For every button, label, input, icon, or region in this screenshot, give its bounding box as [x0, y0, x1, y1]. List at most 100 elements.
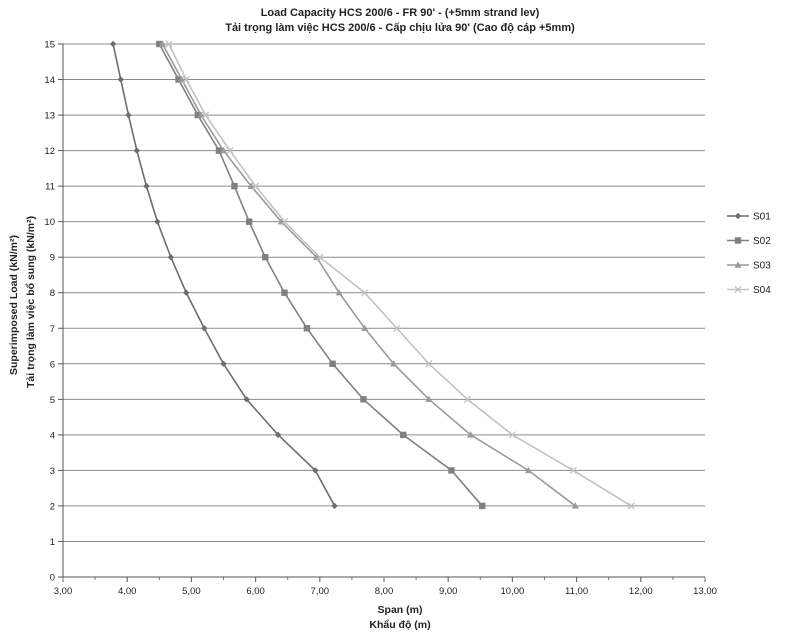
data-point-s03 — [524, 466, 532, 474]
data-point-s03 — [571, 502, 579, 509]
y-tick-label: 5 — [50, 395, 55, 406]
series-line-s01 — [112, 43, 336, 507]
y-tick-label: 8 — [50, 288, 55, 299]
data-point-s01 — [243, 396, 250, 403]
y-tick-label: 7 — [50, 324, 55, 335]
data-point-s04 — [361, 289, 369, 297]
data-point-s01 — [133, 147, 141, 154]
x-axis-label-vi: Khẩu độ (m) — [369, 619, 431, 631]
chart-subtitle: Tải trọng làm việc HCS 200/6 - Cấp chịu … — [225, 22, 575, 34]
marker-stroke — [226, 146, 234, 155]
data-point-s03 — [220, 146, 227, 154]
data-point-s01 — [274, 431, 282, 439]
data-point-s02 — [231, 182, 238, 190]
data-point-s03 — [178, 75, 186, 83]
x-tick-label: 4,00 — [118, 586, 137, 597]
marker-stroke — [251, 182, 260, 190]
data-point-s01 — [167, 254, 175, 261]
y-tick-label: 6 — [50, 359, 55, 370]
data-point-s03 — [247, 182, 255, 189]
data-point-s04 — [316, 253, 324, 261]
data-point-s02 — [400, 431, 407, 439]
marker-stroke — [508, 431, 517, 439]
data-point-s03 — [197, 111, 205, 118]
legend-marker-s02 — [734, 237, 742, 244]
marker-stroke — [165, 40, 173, 48]
x-tick-label: 13,00 — [693, 586, 717, 597]
data-point-s04 — [182, 75, 190, 84]
data-point-s01 — [312, 467, 319, 474]
series-line-s04 — [168, 43, 632, 507]
chart-title: Load Capacity HCS 200/6 - FR 90' - (+5mm… — [260, 7, 540, 19]
x-tick-label: 6,00 — [246, 586, 265, 597]
data-point-s01 — [154, 218, 161, 225]
data-point-s02 — [329, 360, 336, 367]
legend-marker-s01 — [734, 212, 742, 220]
series-line-s02 — [158, 43, 483, 507]
x-tick-label: 5,00 — [182, 586, 201, 597]
data-point-s02 — [303, 325, 311, 332]
data-point-s02 — [245, 218, 253, 225]
legend-label-s02: S02 — [753, 236, 771, 247]
data-point-s02 — [262, 254, 269, 261]
legend-label-s04: S04 — [753, 285, 771, 296]
data-point-s01 — [201, 325, 208, 332]
marker-stroke — [280, 218, 289, 226]
y-tick-label: 10 — [44, 217, 55, 228]
y-axis-label: Superimposed Load (kN/m²) — [8, 234, 20, 375]
data-point-s04 — [280, 218, 289, 226]
y-tick-label: 14 — [44, 75, 55, 86]
marker-stroke — [361, 289, 369, 297]
x-tick-label: 3,00 — [54, 586, 73, 597]
x-tick-label: 9,00 — [439, 586, 458, 597]
data-point-s03 — [467, 431, 475, 438]
marker-stroke — [182, 75, 190, 84]
series-line-s03 — [161, 43, 576, 507]
x-tick-label: 10,00 — [501, 586, 525, 597]
data-point-s01 — [117, 76, 124, 83]
data-point-s02 — [479, 502, 486, 510]
data-point-s04 — [627, 502, 635, 510]
data-point-s01 — [220, 360, 227, 367]
legend-label-s03: S03 — [753, 261, 771, 272]
data-point-s02 — [215, 147, 223, 154]
y-axis-label-vi: Tải trọng làm việc bổ sung (kN/m²) — [25, 215, 37, 388]
marker-stroke — [425, 360, 433, 368]
data-point-s04 — [393, 324, 401, 332]
data-point-s03 — [361, 324, 369, 331]
data-point-s04 — [569, 466, 578, 475]
marker-stroke — [201, 111, 210, 119]
y-tick-label: 2 — [50, 501, 55, 512]
data-point-s02 — [448, 467, 455, 474]
y-tick-label: 15 — [44, 40, 55, 51]
data-point-s04 — [463, 395, 472, 403]
data-point-s04 — [251, 182, 260, 190]
data-point-s03 — [425, 395, 433, 403]
marker-stroke — [463, 395, 472, 403]
x-tick-label: 8,00 — [375, 586, 394, 597]
data-point-s03 — [159, 40, 167, 47]
data-point-s02 — [194, 111, 202, 119]
data-point-s02 — [156, 40, 163, 48]
data-point-s03 — [390, 360, 398, 367]
data-point-s04 — [508, 431, 517, 439]
marker-stroke — [316, 253, 324, 261]
data-point-s01 — [183, 289, 190, 296]
y-tick-label: 12 — [44, 146, 55, 157]
legend-marker-s03 — [734, 261, 742, 268]
data-point-s02 — [360, 396, 367, 403]
x-axis-label: Span (m) — [377, 604, 423, 616]
data-point-s02 — [175, 76, 182, 83]
data-point-s04 — [425, 360, 433, 368]
marker-stroke — [569, 466, 578, 475]
marker-stroke — [393, 324, 401, 332]
data-point-s04 — [226, 146, 234, 155]
data-point-s04 — [165, 40, 173, 48]
legend-marker-s04 — [734, 285, 742, 294]
data-point-s03 — [335, 289, 343, 296]
x-tick-label: 11,00 — [565, 586, 588, 597]
y-tick-label: 1 — [50, 537, 55, 548]
data-point-s01 — [331, 502, 338, 510]
y-tick-label: 0 — [50, 573, 55, 584]
data-point-s04 — [201, 111, 210, 119]
